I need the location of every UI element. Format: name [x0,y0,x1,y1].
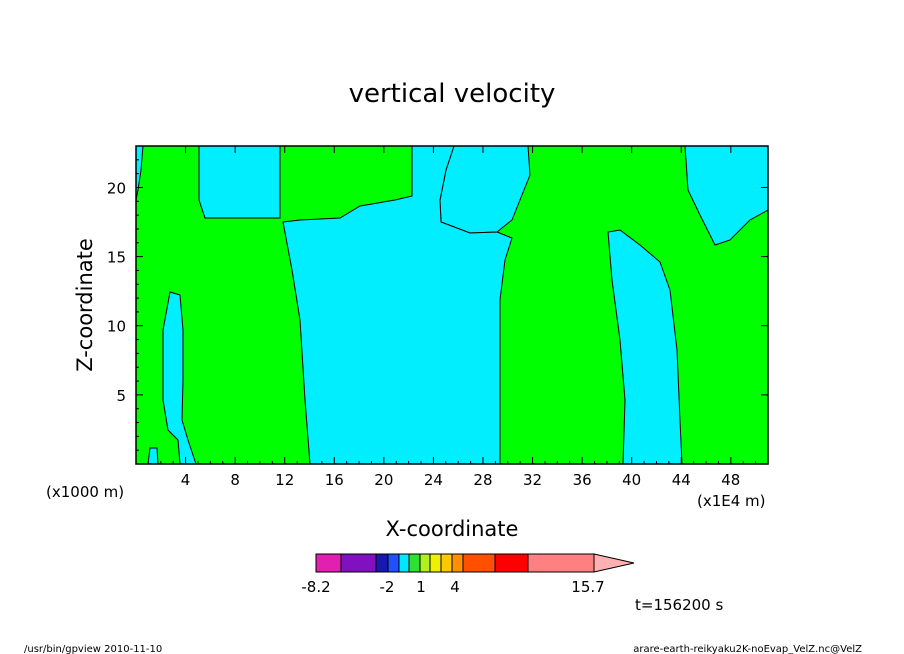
x-tick-label: 40 [622,471,641,489]
colorbar-segment [419,553,431,573]
colorbar-segment [315,553,342,573]
x-axis-label: X-coordinate [386,517,519,541]
y-tick-label: 5 [116,387,126,405]
colorbar-segment [340,553,377,573]
colorbar-labels: -8.2 -2 1 4 15.7 [301,578,604,596]
colorbar-label: -8.2 [301,578,330,596]
colorbar-segment [462,553,496,573]
colorbar-segment [527,553,595,573]
colorbar-label: -2 [380,578,395,596]
y-axis-label: Z-coordinate [73,238,97,372]
x-scale-note: (x1E4 m) [697,492,766,510]
y-tick-label: 20 [107,179,126,197]
x-tick-label: 44 [672,471,691,489]
colorbar-label: 1 [416,578,426,596]
colorbar-segment [451,553,464,573]
colorbar-label: 15.7 [571,578,604,596]
x-tick-label: 24 [424,471,443,489]
colorbar-segment [440,553,453,573]
colorbar-segment [398,553,410,573]
x-tick-label: 16 [325,471,344,489]
x-tick-label: 20 [374,471,393,489]
colorbar-segment [375,553,389,573]
colorbar-segment [429,553,442,573]
x-tick-label: 48 [721,471,740,489]
footer-right: arare-earth-reikyaku2K-noEvap_VelZ.nc@Ve… [633,644,862,654]
footer-left: /usr/bin/gpview 2010-11-10 [24,644,162,654]
x-tick-label: 32 [523,471,542,489]
x-tick-label: 12 [275,471,294,489]
y-tick-label: 10 [107,318,126,336]
colorbar-segment [494,553,529,573]
y-axis: 5 10 15 20 [107,159,768,451]
y-scale-note: (x1000 m) [46,483,124,501]
plot-frame [135,145,769,465]
x-tick-label: 36 [573,471,592,489]
region-bottom-left [147,447,159,465]
time-label: t=156200 s [635,596,723,614]
negative-regions [135,145,769,465]
colorbar-arrow [593,553,635,573]
region-center [282,145,513,465]
colorbar-segment [387,553,400,573]
x-tick-label: 8 [230,471,240,489]
x-tick-label: 4 [181,471,191,489]
colorbar [315,553,635,573]
x-tick-label: 28 [473,471,492,489]
colorbar-segment [408,553,421,573]
chart-title: vertical velocity [349,79,556,109]
x-axis: 4 8 12 16 20 24 28 32 36 40 44 48 [147,146,757,489]
y-tick-label: 15 [107,249,126,267]
colorbar-label: 4 [450,578,460,596]
region-right-column [607,229,683,465]
region-upper-left [198,145,281,219]
